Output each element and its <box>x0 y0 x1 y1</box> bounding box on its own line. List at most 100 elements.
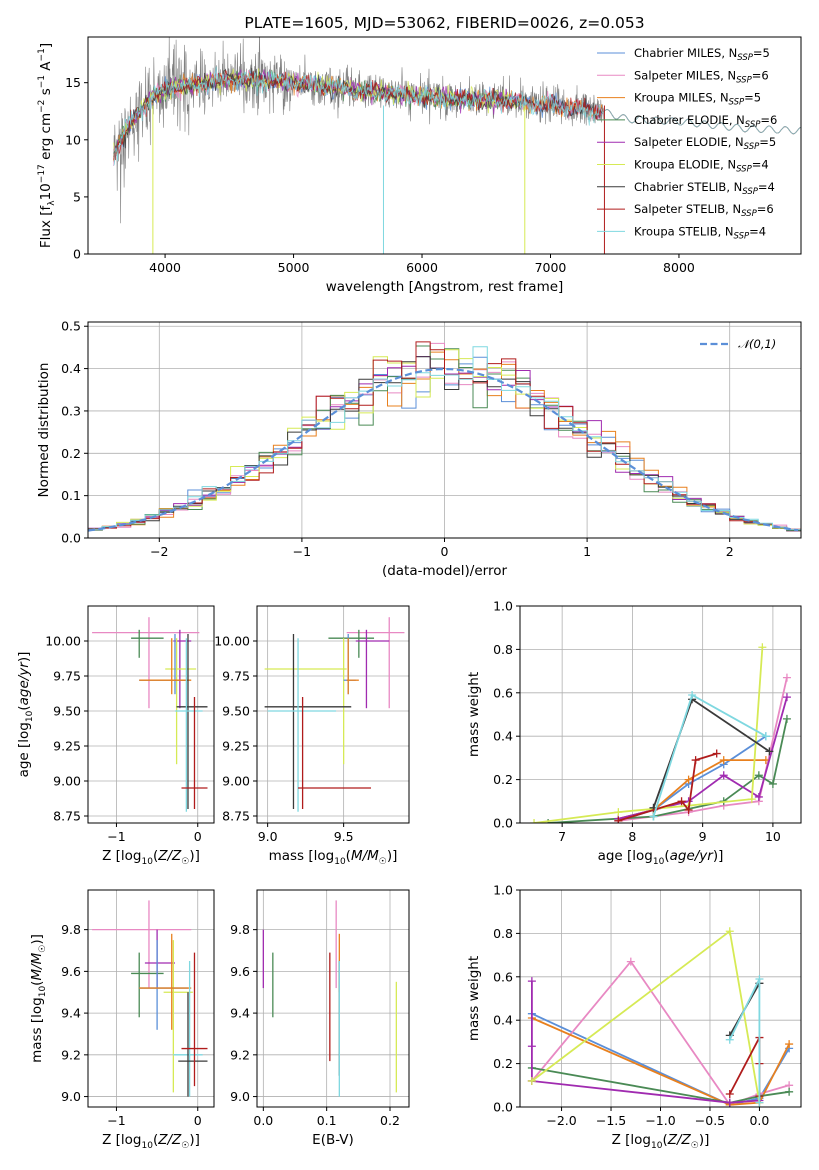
legend: Chabrier MILES, NSSP=5 Salpeter MILES, NS… <box>597 46 777 241</box>
y-tick-label: 9.0 <box>61 1089 81 1104</box>
errorbar-chabrier_stelib <box>264 634 352 809</box>
y-tick-label: 8.75 <box>53 809 81 824</box>
weight-point <box>677 797 686 806</box>
x-tick-label: −0.5 <box>695 1113 725 1128</box>
y-tick-label: 0.4 <box>493 1013 513 1028</box>
errorbar-salpeter_stelib <box>181 952 208 1087</box>
x-tick-label: 9.5 <box>334 829 354 844</box>
y-axis-label: mass [log10(M/M☉)] <box>29 934 48 1063</box>
x-tick-label: 8 <box>628 829 636 844</box>
weight-point <box>785 1087 794 1096</box>
x-tick-label: 9.0 <box>258 829 278 844</box>
series-kroupa_elodie <box>530 643 767 823</box>
y-tick-label: 9.50 <box>222 704 250 719</box>
histograms <box>88 341 801 533</box>
y-tick-label: 9.2 <box>230 1047 250 1062</box>
series-kroupa_elodie <box>527 927 764 1107</box>
x-axis-label: Z [log10(Z/Z☉)] <box>612 1132 710 1151</box>
legend-entry: Chabrier ELODIE, NSSP=6 <box>634 113 777 130</box>
weight-point <box>755 1098 764 1107</box>
y-tick-label: 0.6 <box>493 969 513 984</box>
x-tick-label: 0 <box>441 544 449 559</box>
errorbar-kroupa_miles <box>346 638 359 695</box>
weight-point <box>782 693 791 702</box>
series-salpeter_stelib <box>614 749 721 823</box>
errorbar-chabrier_elodie <box>131 629 164 658</box>
errorbar-chabrier_elodie <box>131 952 164 1018</box>
errorbars-mass_vs_Z <box>92 900 208 1097</box>
frame-age_vs_Z <box>87 605 215 824</box>
weight-point <box>691 756 700 765</box>
frame-age_vs_mass <box>256 605 410 824</box>
x-tick-label: −1 <box>107 1113 125 1128</box>
legend-residuals: 𝒩(0,1) <box>700 337 776 351</box>
axes-age_vs_Z: −1 0 8.75 9.00 9.25 9.50 9.75 10.00 <box>45 606 214 844</box>
legend-entry: Salpeter ELODIE, NSSP=5 <box>634 135 776 152</box>
weight-point <box>688 690 697 699</box>
frame-residuals <box>87 321 802 539</box>
y-tick-label: 0 <box>73 247 81 262</box>
weight-point <box>754 771 763 780</box>
y-tick-label: 15 <box>65 75 81 90</box>
y-tick-label: 10.00 <box>45 634 81 649</box>
y-tick-label: 0.2 <box>61 446 81 461</box>
model-kroupa_stelib <box>113 66 801 166</box>
weight-point <box>712 749 721 758</box>
weight-point <box>725 1098 734 1107</box>
histogram-salpeter_stelib <box>88 341 801 532</box>
y-tick-label: 0.4 <box>61 361 81 376</box>
x-tick-label: −1 <box>293 544 311 559</box>
y-axis-label: age [log10(age/yr)] <box>16 652 35 778</box>
x-tick-label: −2 <box>150 544 168 559</box>
errorbar-chabrier_stelib <box>178 992 208 1097</box>
weight-line <box>531 929 761 1103</box>
errorbar-kroupa_miles <box>139 638 192 695</box>
weight-point <box>755 974 764 983</box>
legend-entry: Chabrier STELIB, NSSP=4 <box>634 180 775 197</box>
y-tick-label: 10 <box>65 132 81 147</box>
grid-age_vs_Z <box>88 606 214 823</box>
axes-mass_vs_Z: −1 0 9.0 9.2 9.4 9.6 9.8 <box>61 890 214 1128</box>
frame-mass_vs_EBV <box>256 889 410 1108</box>
errorbar-salpeter_stelib <box>181 697 208 809</box>
errorbars-age_vs_Z <box>92 617 208 812</box>
errorbar-chabrier_elodie <box>328 629 375 658</box>
weight-point <box>725 1089 734 1098</box>
y-tick-label: 9.6 <box>230 964 250 979</box>
weight-point <box>768 779 777 788</box>
y-tick-label: 0.0 <box>493 1100 513 1115</box>
y-tick-label: 9.50 <box>53 704 81 719</box>
weight-point <box>719 771 728 780</box>
x-axis-label: (data-model)/error <box>382 563 508 579</box>
x-tick-label: −2.0 <box>546 1113 576 1128</box>
weight-point <box>761 732 770 741</box>
reference-gaussian <box>88 367 799 532</box>
x-tick-label: 0.1 <box>317 1113 337 1128</box>
x-tick-label: −1.0 <box>645 1113 675 1128</box>
weight-point <box>527 1042 536 1051</box>
series-kroupa_stelib <box>725 974 764 1107</box>
y-tick-label: 9.4 <box>61 1006 81 1021</box>
y-tick-label: 0.5 <box>61 319 81 334</box>
axes-mass_vs_EBV: 0.0 0.1 0.2 9.0 9.2 9.4 9.6 9.8 <box>230 890 409 1128</box>
x-tick-label: −1.5 <box>596 1113 626 1128</box>
y-tick-label: 0.0 <box>61 531 81 546</box>
legend-entry: 𝒩(0,1) <box>738 337 776 351</box>
y-tick-label: 9.00 <box>53 774 81 789</box>
legend-entry: Chabrier MILES, NSSP=5 <box>634 46 770 63</box>
y-axis-label: Normed distribution <box>36 363 52 498</box>
errorbar-kroupa_elodie <box>165 638 197 765</box>
errorbar-chabrier_miles <box>139 940 188 1030</box>
weight-point <box>747 795 756 804</box>
weight-point <box>626 957 635 966</box>
frame-weight_vs_Z <box>519 889 802 1108</box>
y-tick-label: 5 <box>73 189 81 204</box>
weight-point <box>765 747 774 756</box>
weight-point <box>614 816 623 823</box>
x-tick-label: 2 <box>726 544 734 559</box>
weight-line <box>531 981 760 1104</box>
weight-point <box>527 1076 536 1085</box>
y-tick-label: 9.75 <box>53 669 81 684</box>
legend-entry: Kroupa MILES, NSSP=5 <box>634 91 761 108</box>
x-tick-label: 0 <box>194 1113 202 1128</box>
